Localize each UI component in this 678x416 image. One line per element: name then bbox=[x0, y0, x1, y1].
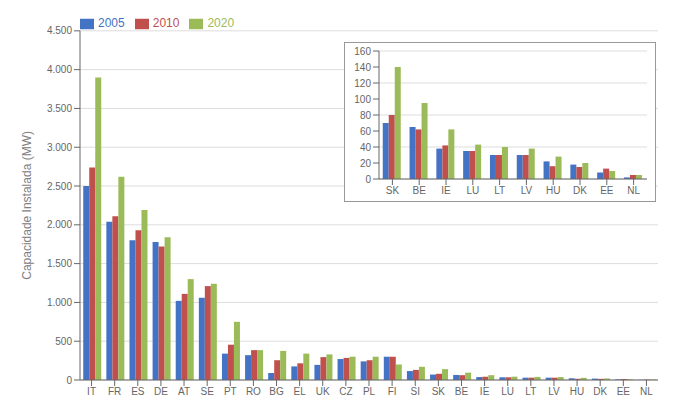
svg-text:DK: DK bbox=[593, 386, 607, 397]
svg-text:LV: LV bbox=[548, 386, 560, 397]
svg-text:500: 500 bbox=[55, 336, 72, 347]
svg-text:UK: UK bbox=[316, 386, 330, 397]
svg-text:SE: SE bbox=[200, 386, 214, 397]
svg-text:2.000: 2.000 bbox=[47, 219, 72, 230]
svg-text:100: 100 bbox=[354, 94, 371, 105]
svg-text:BE: BE bbox=[413, 185, 427, 196]
svg-text:PL: PL bbox=[363, 386, 376, 397]
svg-text:DE: DE bbox=[154, 386, 168, 397]
svg-text:BG: BG bbox=[269, 386, 284, 397]
svg-text:SK: SK bbox=[432, 386, 446, 397]
svg-text:80: 80 bbox=[360, 110, 372, 121]
svg-text:EE: EE bbox=[617, 386, 631, 397]
svg-text:DK: DK bbox=[573, 185, 587, 196]
svg-text:LU: LU bbox=[501, 386, 514, 397]
svg-text:Capacidade Instalada (MW): Capacidade Instalada (MW) bbox=[20, 131, 34, 280]
svg-text:EE: EE bbox=[600, 185, 614, 196]
svg-text:FR: FR bbox=[108, 386, 121, 397]
svg-text:LU: LU bbox=[466, 185, 479, 196]
svg-text:2.500: 2.500 bbox=[47, 181, 72, 192]
svg-text:4.000: 4.000 bbox=[47, 64, 72, 75]
html-text:2010: 2010 bbox=[152, 16, 180, 30]
svg-text:PT: PT bbox=[224, 386, 237, 397]
svg-text:NL: NL bbox=[627, 185, 640, 196]
svg-text:IE: IE bbox=[480, 386, 490, 397]
svg-text:ES: ES bbox=[131, 386, 145, 397]
svg-text:RO: RO bbox=[246, 386, 261, 397]
svg-text:60: 60 bbox=[360, 126, 372, 137]
svg-text:160: 160 bbox=[354, 46, 371, 57]
svg-text:LT: LT bbox=[525, 386, 536, 397]
svg-text:IT: IT bbox=[87, 386, 96, 397]
svg-text:0: 0 bbox=[365, 174, 371, 185]
svg-text:NL: NL bbox=[640, 386, 653, 397]
svg-text:3.500: 3.500 bbox=[47, 103, 72, 114]
svg-text:20: 20 bbox=[360, 158, 372, 169]
svg-text:LV: LV bbox=[521, 185, 533, 196]
svg-text:FI: FI bbox=[388, 386, 397, 397]
svg-text:SI: SI bbox=[411, 386, 420, 397]
svg-text:BE: BE bbox=[455, 386, 469, 397]
svg-text:HU: HU bbox=[570, 386, 584, 397]
html-text:2005: 2005 bbox=[98, 16, 125, 30]
svg-text:40: 40 bbox=[360, 142, 372, 153]
svg-text:LT: LT bbox=[494, 185, 505, 196]
svg-text:CZ: CZ bbox=[339, 386, 352, 397]
svg-text:EL: EL bbox=[294, 386, 307, 397]
svg-text:1.500: 1.500 bbox=[47, 258, 72, 269]
svg-text:AT: AT bbox=[178, 386, 190, 397]
svg-text:IE: IE bbox=[441, 185, 451, 196]
svg-text:HU: HU bbox=[546, 185, 560, 196]
svg-text:140: 140 bbox=[354, 62, 371, 73]
svg-text:0: 0 bbox=[66, 375, 72, 386]
svg-text:3.000: 3.000 bbox=[47, 142, 72, 153]
svg-text:SK: SK bbox=[386, 185, 400, 196]
svg-text:4.500: 4.500 bbox=[47, 25, 72, 36]
svg-text:1.000: 1.000 bbox=[47, 297, 72, 308]
svg-text:120: 120 bbox=[354, 78, 371, 89]
html-text:2020: 2020 bbox=[207, 16, 235, 30]
